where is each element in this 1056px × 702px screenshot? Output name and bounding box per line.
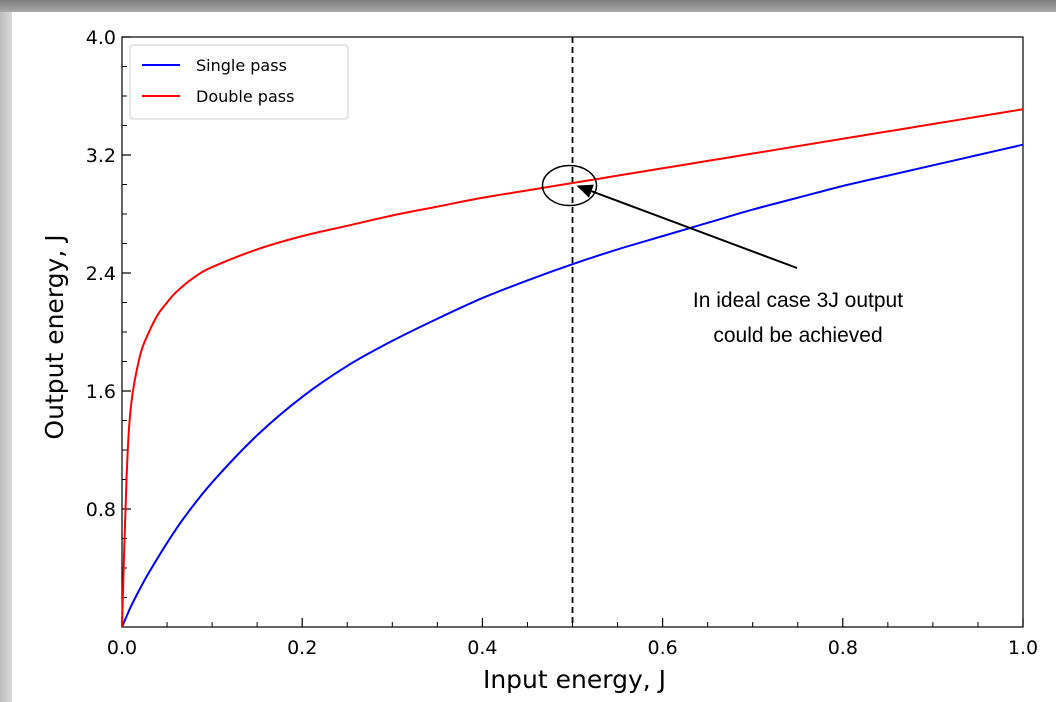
- series-line-double-pass: [121, 108, 1024, 628]
- annotation: In ideal case 3J output could be achieve…: [693, 289, 903, 347]
- window-frame-left: [0, 12, 12, 702]
- y-axis-label: Output energy, J: [40, 234, 69, 439]
- y-tick-label: 4.0: [86, 27, 116, 49]
- annotation-arrowhead: [576, 184, 594, 198]
- legend-label-double-pass: Double pass: [196, 87, 294, 106]
- x-tick-labels: 0.0 0.2 0.4 0.6 0.8 1.0: [107, 637, 1038, 659]
- legend-box: [129, 44, 349, 120]
- legend-label-single-pass: Single pass: [196, 56, 287, 75]
- y-tick-labels: 0.8 1.6 2.4 3.2 4.0: [86, 27, 116, 521]
- x-tick-label: 1.0: [1008, 637, 1038, 659]
- x-tick-label: 0.0: [107, 637, 137, 659]
- y-tick-label: 0.8: [86, 499, 116, 521]
- chart-panel: [12, 12, 1056, 702]
- plot-area: [121, 36, 1024, 628]
- x-tick-label: 0.8: [828, 637, 858, 659]
- window-frame-top: [0, 0, 1056, 12]
- y-tick-label: 2.4: [86, 263, 116, 285]
- annotation-arrow: [591, 190, 798, 269]
- x-tick-label: 0.2: [287, 637, 317, 659]
- x-axis-label: Input energy, J: [483, 665, 666, 694]
- y-tick-label: 3.2: [86, 145, 116, 167]
- annotation-text-line-2: could be achieved: [713, 324, 882, 347]
- y-tick-label: 1.6: [86, 381, 116, 403]
- series-line-single-pass: [121, 143, 1024, 628]
- legend: Single pass Double pass: [129, 44, 349, 120]
- annotation-text-line-1: In ideal case 3J output: [693, 289, 903, 312]
- x-tick-label: 0.4: [467, 637, 497, 659]
- x-tick-label: 0.6: [647, 637, 677, 659]
- annotation-circle: [541, 164, 598, 207]
